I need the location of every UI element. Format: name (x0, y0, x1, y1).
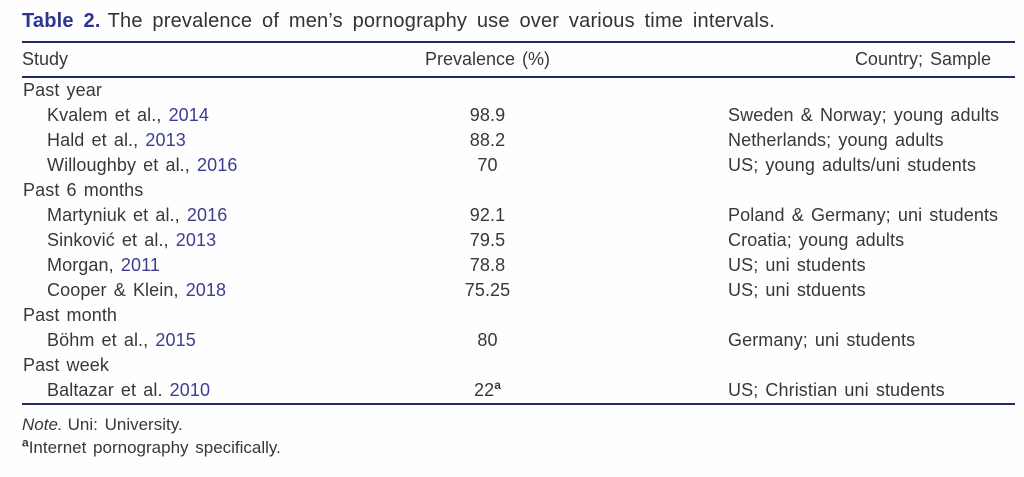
top-rule (22, 41, 1015, 43)
prevalence-value: 80 (477, 330, 498, 350)
prevalence-value: 92.1 (469, 205, 506, 225)
citation-year-link[interactable]: 2018 (185, 280, 227, 300)
citation-year-link[interactable]: 2016 (186, 205, 228, 225)
study-authors: Morgan, (47, 255, 114, 275)
footnote-marker: a (22, 435, 29, 450)
prevalence-value: 88.2 (469, 130, 506, 150)
note-line: Note. Uni: University. (22, 414, 1015, 435)
prevalence-value: 75.25 (464, 280, 511, 300)
study-cell: Martyniuk et al., 2016 (22, 205, 400, 226)
study-authors: Martyniuk et al., (47, 205, 180, 225)
citation-year-link[interactable]: 2013 (175, 230, 217, 250)
study-row: Willoughby et al., 2016 70 US; young adu… (22, 153, 1015, 178)
country-sample-value: Netherlands; young adults (728, 130, 944, 150)
note-label: Note. (22, 415, 63, 434)
table-caption-label: Table 2. (22, 10, 101, 32)
study-cell: Morgan, 2011 (22, 255, 400, 276)
table-caption: Table 2. The prevalence of men’s pornogra… (22, 9, 1015, 33)
table-notes: Note. Uni: University. aInternet pornogra… (22, 414, 1015, 458)
country-sample-value: Sweden & Norway; young adults (728, 105, 1000, 125)
table-2: Table 2. The prevalence of men’s pornogra… (22, 9, 1015, 458)
citation-year-link[interactable]: 2013 (145, 130, 186, 150)
footnote-marker-superscript: a (494, 378, 501, 392)
study-cell: Willoughby et al., 2016 (22, 155, 400, 176)
country-sample-value: US; uni stduents (728, 280, 866, 300)
study-row: Sinković et al., 2013 79.5 Croatia; youn… (22, 228, 1015, 253)
study-cell: Sinković et al., 2013 (22, 230, 400, 251)
prevalence-value: 70 (477, 155, 498, 175)
study-authors: Hald et al., (47, 130, 139, 150)
study-row: Baltazar et al. 2010 22a US; Christian u… (22, 378, 1015, 403)
citation-year-link[interactable]: 2015 (155, 330, 196, 350)
prevalence-value: 22a (473, 378, 501, 400)
study-authors: Sinković et al., (47, 230, 169, 250)
study-authors: Baltazar et al. (47, 380, 163, 400)
study-row: Böhm et al., 2015 80 Germany; uni studen… (22, 328, 1015, 353)
country-sample-value: Poland & Germany; uni students (728, 205, 999, 225)
study-authors: Cooper & Klein, (47, 280, 179, 300)
citation-year-link[interactable]: 2011 (120, 255, 160, 275)
prevalence-value: 98.9 (469, 105, 506, 125)
study-row: Cooper & Klein, 2018 75.25 US; uni stdue… (22, 278, 1015, 303)
citation-year-link[interactable]: 2016 (196, 155, 238, 175)
section-row-past-6-months: Past 6 months (22, 178, 1015, 203)
study-authors: Kvalem et al., (47, 105, 162, 125)
note-text: Uni: University. (67, 415, 183, 434)
column-header-row: Study Prevalence (%) Country; Sample (22, 43, 1015, 76)
country-sample-value: Croatia; young adults (728, 230, 905, 250)
bottom-rule (22, 403, 1015, 405)
column-header-country-sample: Country; Sample (854, 49, 991, 69)
study-cell: Hald et al., 2013 (22, 130, 400, 151)
country-sample-value: US; Christian uni students (728, 380, 945, 400)
study-cell: Baltazar et al. 2010 (22, 380, 400, 401)
study-authors: Willoughby et al., (47, 155, 190, 175)
country-sample-value: Germany; uni students (728, 330, 916, 350)
study-cell: Cooper & Klein, 2018 (22, 280, 400, 301)
section-header: Past month (23, 305, 118, 325)
study-row: Hald et al., 2013 88.2 Netherlands; youn… (22, 128, 1015, 153)
citation-year-link[interactable]: 2014 (168, 105, 210, 125)
study-authors: Böhm et al., (47, 330, 149, 350)
table-body: Past year Kvalem et al., 2014 98.9 Swede… (22, 78, 1015, 403)
section-row-past-week: Past week (22, 353, 1015, 378)
study-row: Martyniuk et al., 2016 92.1 Poland & Ger… (22, 203, 1015, 228)
section-header: Past 6 months (23, 180, 144, 200)
column-header-prevalence: Prevalence (%) (424, 49, 551, 69)
citation-year-link[interactable]: 2010 (169, 380, 211, 400)
section-row-past-month: Past month (22, 303, 1015, 328)
study-cell: Kvalem et al., 2014 (22, 105, 400, 126)
section-header: Past year (23, 80, 102, 100)
study-cell: Böhm et al., 2015 (22, 330, 400, 351)
section-header: Past week (23, 355, 109, 375)
country-sample-value: US; young adults/uni students (728, 155, 977, 175)
prevalence-value: 78.8 (469, 255, 506, 275)
header-rule (22, 76, 1015, 78)
study-row: Morgan, 2011 78.8 US; uni students (22, 253, 1015, 278)
column-header-study: Study (22, 49, 69, 69)
study-row: Kvalem et al., 2014 98.9 Sweden & Norway… (22, 103, 1015, 128)
footnote-line: aInternet pornography specifically. (22, 435, 1015, 458)
prevalence-value: 79.5 (469, 230, 506, 250)
country-sample-value: US; uni students (728, 255, 866, 275)
section-row-past-year: Past year (22, 78, 1015, 103)
table-figure: Table 2. The prevalence of men’s pornogra… (22, 9, 1015, 458)
footnote-text: Internet pornography specifically. (28, 438, 281, 457)
table-caption-text: The prevalence of men’s pornography use … (107, 10, 775, 32)
